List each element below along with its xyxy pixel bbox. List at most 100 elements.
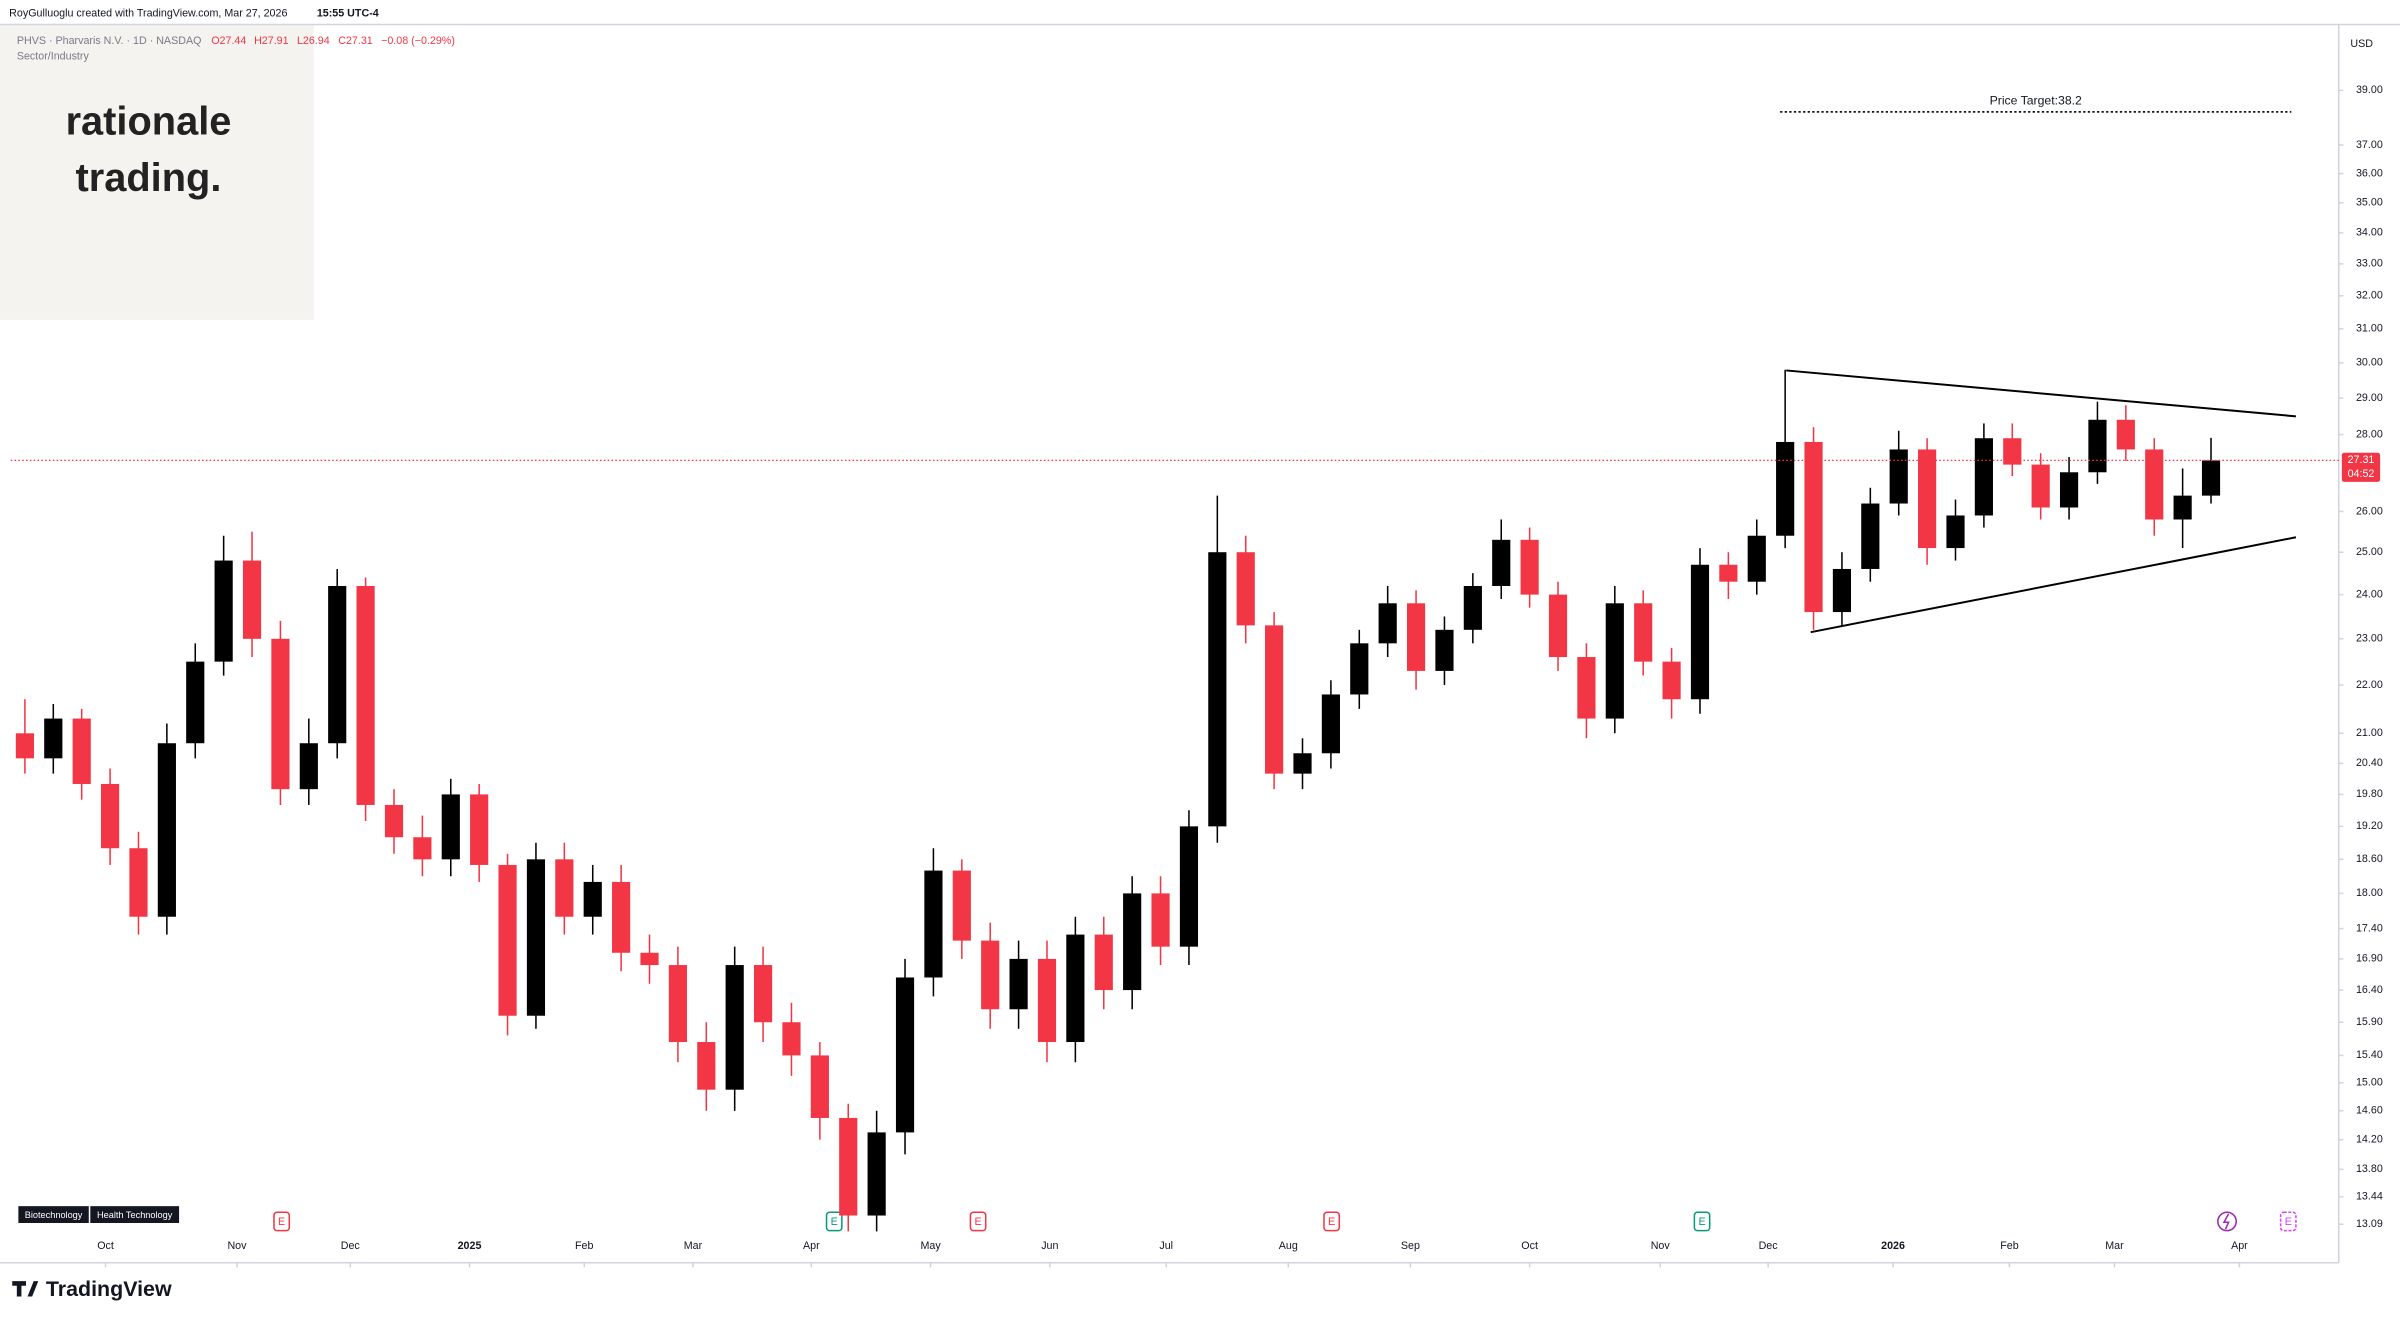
candle-body — [413, 837, 432, 860]
tag — [90, 1206, 180, 1223]
candle-body — [1463, 585, 1482, 630]
candle-body — [299, 743, 318, 790]
candle-body — [867, 1132, 886, 1216]
candle-body — [1747, 535, 1766, 582]
logo-line: trading. — [76, 156, 222, 200]
symbol: PHVS · Pharvaris N.V. · 1D · NASDAQ — [17, 35, 202, 47]
y-tick-label: 34.00 — [2356, 227, 2383, 239]
y-tick-label: 29.00 — [2356, 392, 2383, 404]
candle-body — [952, 870, 971, 941]
candle-body — [725, 965, 744, 1090]
x-tick-label: Nov — [1651, 1240, 1671, 1252]
candle-body — [1520, 539, 1539, 595]
y-tick-label: 13.80 — [2356, 1163, 2383, 1175]
countdown: 04:52 — [2348, 468, 2375, 480]
candle-body — [1094, 934, 1113, 991]
x-tick-label: Dec — [341, 1240, 361, 1252]
y-tick-label: 30.00 — [2356, 357, 2383, 369]
candle-body — [753, 965, 773, 1023]
candle-body — [1066, 934, 1085, 1043]
tag — [18, 1206, 89, 1223]
candle-body — [1662, 661, 1681, 700]
candle-body — [555, 859, 574, 917]
x-tick-label: Oct — [1521, 1240, 1538, 1252]
y-tick-label: 28.00 — [2356, 428, 2383, 440]
candle-body — [72, 718, 91, 784]
candle-body — [668, 965, 687, 1043]
y-tick-label: 15.40 — [2356, 1049, 2383, 1061]
x-tick-label: Aug — [1279, 1240, 1298, 1252]
candle-body — [1634, 603, 1653, 662]
earnings-label: E — [278, 1216, 285, 1228]
earnings-icon[interactable] — [1323, 1211, 1341, 1232]
y-tick-label: 15.00 — [2356, 1077, 2383, 1089]
x-tick-label: Apr — [2231, 1240, 2248, 1252]
candle-body — [1690, 564, 1710, 700]
earnings-label: E — [974, 1216, 981, 1228]
earnings-icon[interactable] — [1693, 1211, 1711, 1232]
candle-body — [186, 661, 205, 744]
candle-body — [1719, 564, 1738, 582]
candle-body — [895, 977, 915, 1133]
x-tick-label: Dec — [1759, 1240, 1779, 1252]
y-tick-label: 32.00 — [2356, 290, 2383, 302]
candle-body — [356, 585, 375, 805]
candle-body — [214, 560, 233, 662]
x-tick-label: Mar — [684, 1240, 703, 1252]
y-tick-label: 17.40 — [2356, 922, 2383, 934]
x-tick-label: Oct — [97, 1240, 114, 1252]
y-tick-label: 14.60 — [2356, 1105, 2383, 1117]
earnings-icon[interactable] — [825, 1211, 843, 1232]
earnings-icon[interactable] — [969, 1211, 987, 1232]
y-tick-label: 39.00 — [2356, 84, 2383, 96]
candle-body — [2116, 419, 2135, 450]
y-tick-label: 24.00 — [2356, 588, 2383, 600]
candle-body — [1378, 603, 1397, 644]
x-tick-label: Jun — [1041, 1240, 1058, 1252]
x-tick-label: 2026 — [1881, 1240, 1905, 1252]
y-tick-label: 36.00 — [2356, 167, 2383, 179]
trendline-upper — [1786, 369, 2297, 418]
y-tick-label: 14.20 — [2356, 1134, 2383, 1146]
x-tick-label: Jul — [1159, 1240, 1173, 1252]
earnings-label: E — [831, 1216, 838, 1228]
candle-body — [2031, 464, 2050, 508]
y-tick-label: 25.00 — [2356, 546, 2383, 558]
candle-body — [1406, 603, 1426, 671]
candle-body — [2201, 460, 2221, 496]
y-tick-label: 16.40 — [2356, 984, 2383, 996]
y-tick-label: 19.20 — [2356, 820, 2383, 832]
y-tick-label: 18.60 — [2356, 853, 2383, 865]
candle-body — [1605, 603, 1624, 719]
y-tick-label: 23.00 — [2356, 633, 2383, 645]
ohlc: C27.31 — [338, 35, 373, 47]
candle-body — [441, 794, 460, 860]
brand-name: TradingView — [46, 1277, 172, 1301]
candle-body — [1804, 441, 1823, 613]
candle-body — [1861, 503, 1880, 569]
y-tick-label: 18.00 — [2356, 887, 2383, 899]
earnings-icon[interactable] — [273, 1211, 291, 1232]
candle-body — [1435, 629, 1454, 671]
candle-body — [810, 1055, 829, 1118]
y-tick-label: 31.00 — [2356, 323, 2383, 335]
event-markers: E E E E E E — [273, 1211, 2297, 1232]
earnings-icon[interactable] — [2279, 1211, 2297, 1232]
ohlc: L26.94 — [297, 35, 330, 47]
candle-body — [271, 638, 290, 790]
ohlc: H27.91 — [254, 35, 289, 47]
candle-body — [100, 783, 120, 849]
y-tick-label: 15.90 — [2356, 1016, 2383, 1028]
candle-body — [1974, 438, 1993, 516]
candle-body — [526, 859, 546, 1016]
candle-body — [1208, 552, 1227, 827]
y-tick-label: 13.44 — [2356, 1191, 2383, 1203]
candle-body — [384, 804, 404, 838]
candle-body — [1009, 958, 1028, 1010]
candle-body — [1889, 449, 1908, 504]
bolt — [2222, 1213, 2230, 1230]
candle-body — [839, 1117, 858, 1216]
candle-body — [15, 733, 34, 759]
candle-body — [924, 870, 943, 978]
candle-body — [2059, 472, 2079, 508]
